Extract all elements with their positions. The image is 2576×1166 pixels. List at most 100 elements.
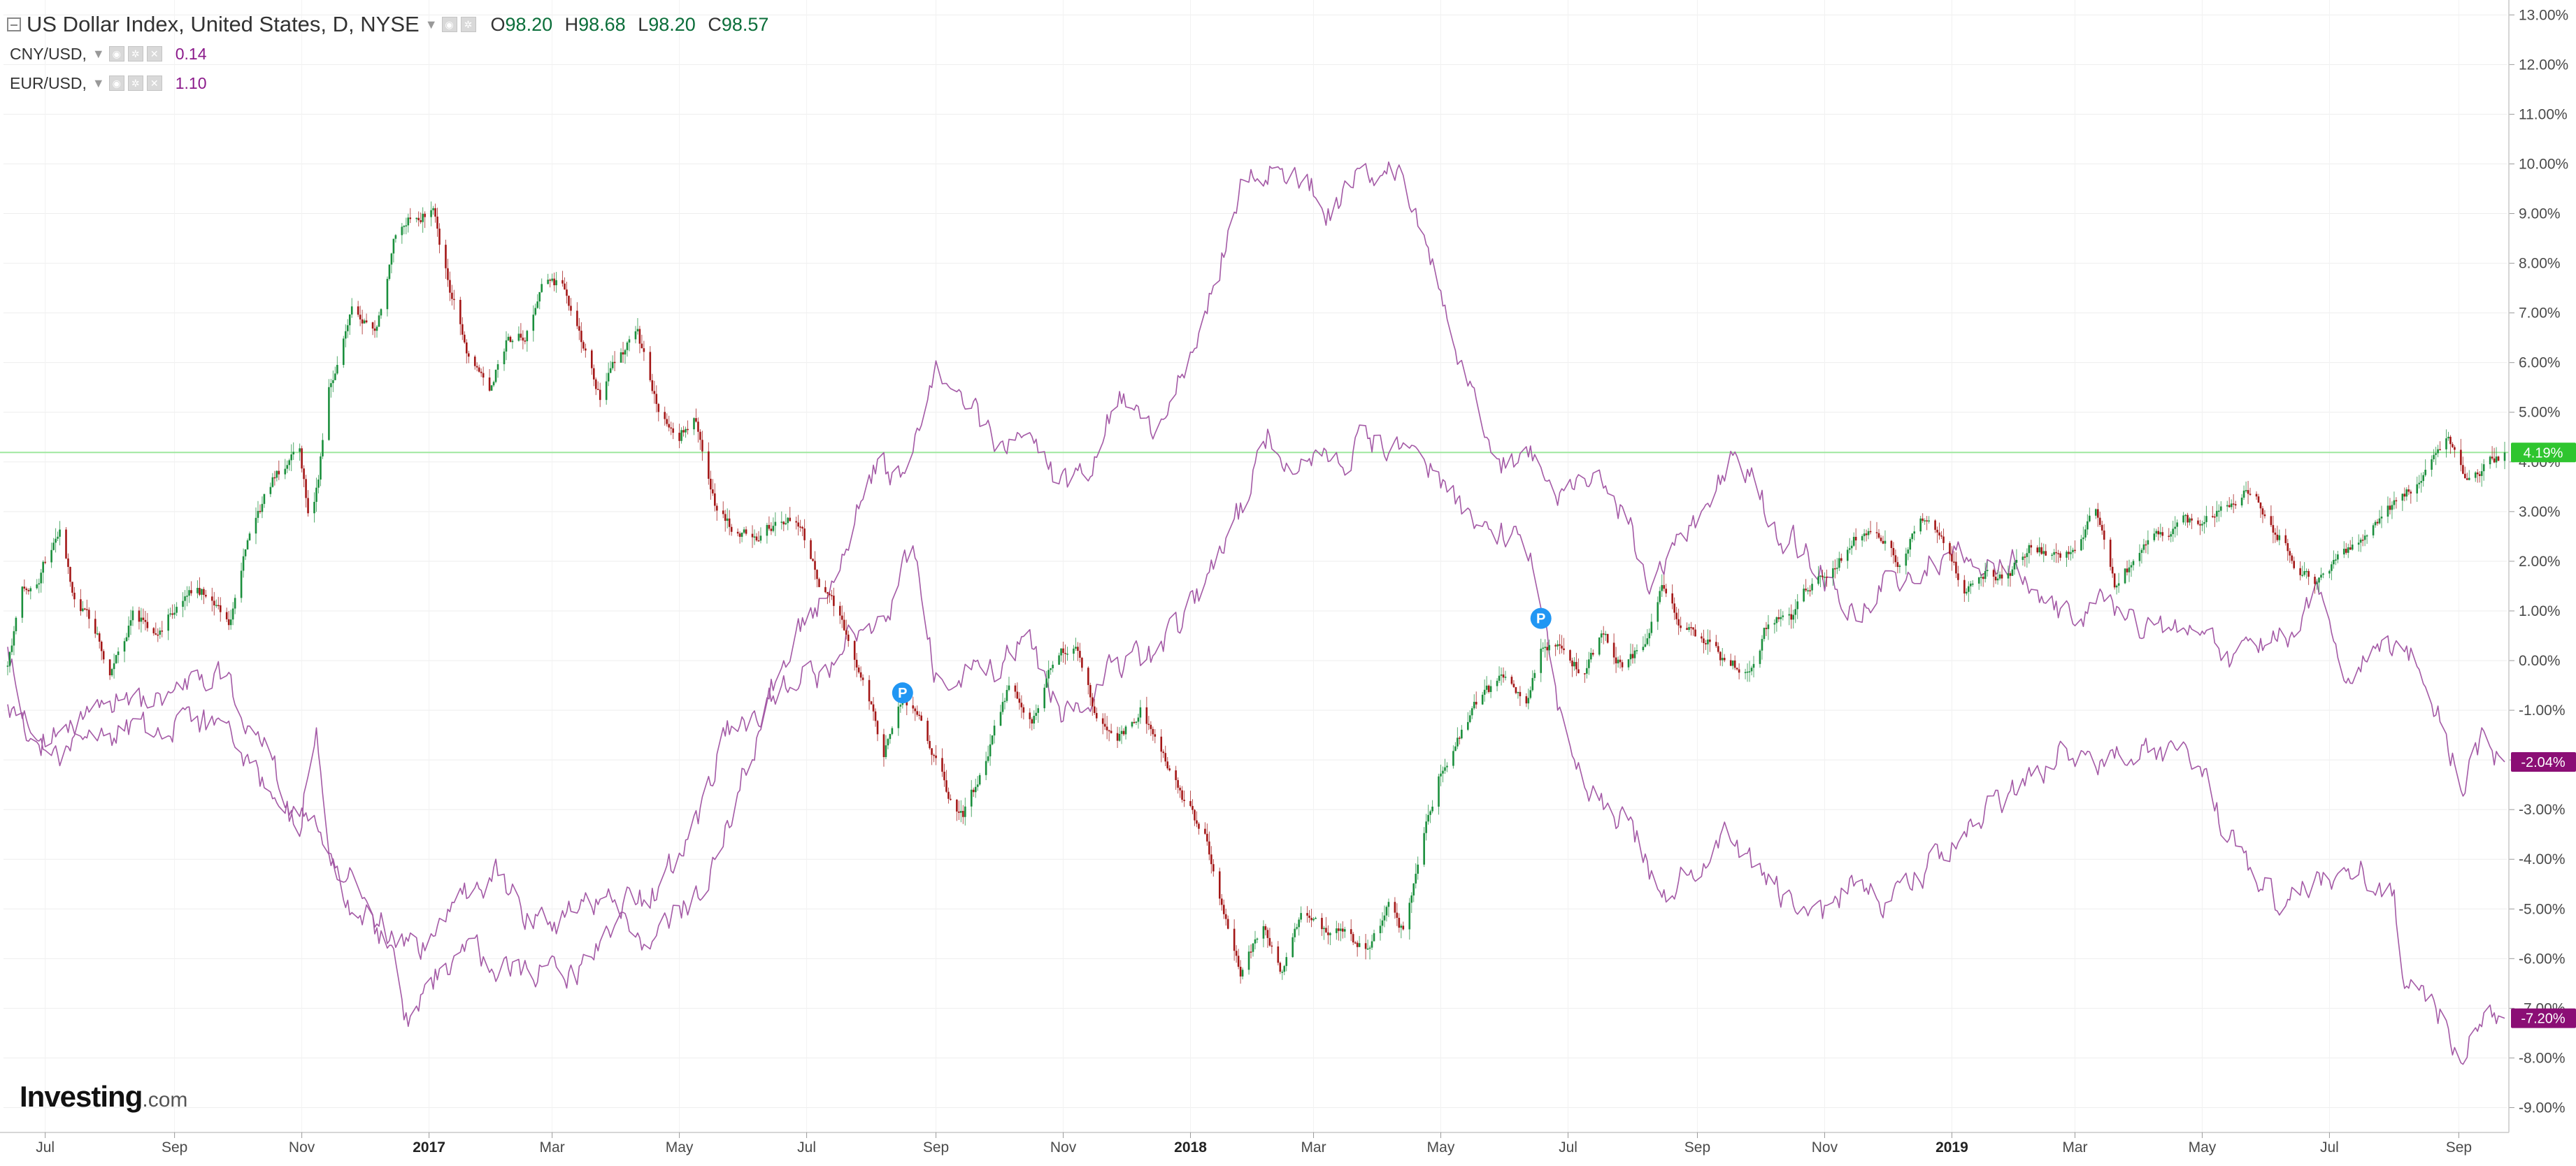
- candle: [1527, 689, 1530, 710]
- y-tick-label: -9.00%: [2519, 1100, 2566, 1116]
- candle-body: [21, 586, 24, 618]
- candle-body: [1763, 628, 1766, 640]
- candle-body: [269, 487, 272, 494]
- candle-body: [505, 340, 508, 352]
- candle-body: [2051, 554, 2053, 556]
- candle: [1135, 721, 1138, 726]
- candle-body: [1103, 724, 1106, 727]
- candle: [1254, 930, 1257, 950]
- candle-body: [494, 369, 497, 382]
- candle-body: [292, 452, 294, 455]
- candle-body: [1196, 820, 1198, 824]
- candle-body: [759, 535, 762, 541]
- collapse-icon[interactable]: [7, 17, 21, 31]
- candle-body: [991, 735, 994, 744]
- candle: [248, 531, 251, 541]
- chevron-down-icon[interactable]: ▼: [424, 17, 438, 31]
- candle: [2347, 543, 2349, 559]
- investing-logo[interactable]: Investing.com: [20, 1080, 187, 1114]
- candle: [522, 330, 524, 350]
- candle-body: [1782, 615, 1784, 617]
- close-icon[interactable]: ✕: [146, 75, 162, 91]
- candle-body: [424, 213, 426, 217]
- candle: [2503, 442, 2506, 470]
- candle-body: [2242, 490, 2245, 498]
- eye-icon[interactable]: ◉: [441, 17, 457, 32]
- candle-body: [960, 811, 962, 813]
- candle: [620, 348, 622, 364]
- candle-body: [797, 522, 799, 527]
- close-value: 98.57: [721, 13, 769, 35]
- high-value: 98.68: [578, 13, 626, 35]
- candle-body: [1875, 532, 1878, 533]
- candle: [964, 798, 966, 826]
- candle: [303, 465, 305, 487]
- candle: [570, 298, 572, 316]
- candle-body: [524, 340, 527, 342]
- candle: [2228, 497, 2231, 508]
- candle-body: [738, 533, 741, 537]
- candle: [1531, 670, 1534, 692]
- candle-body: [2245, 490, 2247, 491]
- candle-body: [2361, 539, 2364, 541]
- close-icon[interactable]: ✕: [146, 46, 162, 62]
- eye-icon[interactable]: ◉: [108, 75, 124, 91]
- candle: [2249, 487, 2252, 496]
- candle: [2132, 559, 2135, 571]
- candle-body: [482, 373, 485, 378]
- candle-body: [1298, 919, 1300, 928]
- candle-body: [36, 584, 38, 589]
- candle: [916, 705, 918, 717]
- candle: [1723, 654, 1726, 663]
- candle: [1394, 897, 1396, 919]
- candle-body: [449, 280, 451, 293]
- candle-body: [1014, 685, 1017, 692]
- candle: [549, 278, 551, 288]
- candle-body: [2212, 516, 2214, 517]
- candle: [288, 459, 291, 471]
- candle: [2378, 510, 2381, 525]
- candle: [261, 496, 264, 519]
- candle-body: [2053, 552, 2055, 555]
- x-tick-label: Sep: [1684, 1139, 1710, 1156]
- y-tick-label: 2.00%: [2519, 554, 2561, 570]
- candle-body: [1934, 520, 1936, 530]
- candle-body: [841, 615, 843, 620]
- candle: [415, 217, 417, 223]
- gear-icon[interactable]: ✲: [127, 46, 143, 62]
- gear-icon[interactable]: ✲: [127, 75, 143, 91]
- chevron-down-icon[interactable]: ▼: [92, 46, 105, 61]
- candle-body: [882, 734, 885, 758]
- candle: [2109, 537, 2112, 571]
- candle-body: [801, 526, 803, 529]
- candle: [714, 483, 716, 512]
- eye-icon[interactable]: ◉: [108, 46, 124, 62]
- candle-body: [1819, 575, 1822, 577]
- candle: [2454, 445, 2456, 458]
- candle-body: [6, 665, 9, 667]
- candle: [255, 507, 257, 545]
- candle: [536, 294, 539, 309]
- candle-body: [2307, 570, 2310, 577]
- candle-body: [1744, 672, 1747, 673]
- candle: [25, 586, 28, 595]
- candle: [1264, 923, 1267, 936]
- candle: [1444, 758, 1446, 775]
- candle-body: [1410, 895, 1413, 903]
- candle-body: [1592, 652, 1594, 655]
- last-value-badge-eur-usd: [2511, 751, 2576, 772]
- candle-body: [2205, 516, 2208, 522]
- candle-body: [271, 477, 274, 487]
- candle-body: [1402, 926, 1405, 930]
- candle-body: [1573, 661, 1575, 667]
- candle-body: [1108, 730, 1110, 732]
- gear-icon[interactable]: ✲: [460, 17, 476, 32]
- x-tick-label: Nov: [289, 1139, 315, 1156]
- candle-body: [388, 264, 391, 279]
- candle: [2257, 494, 2260, 503]
- series-name-cny: CNY/USD,: [10, 44, 87, 63]
- chevron-down-icon[interactable]: ▼: [92, 75, 105, 90]
- candle: [430, 201, 432, 226]
- candle: [1525, 693, 1528, 707]
